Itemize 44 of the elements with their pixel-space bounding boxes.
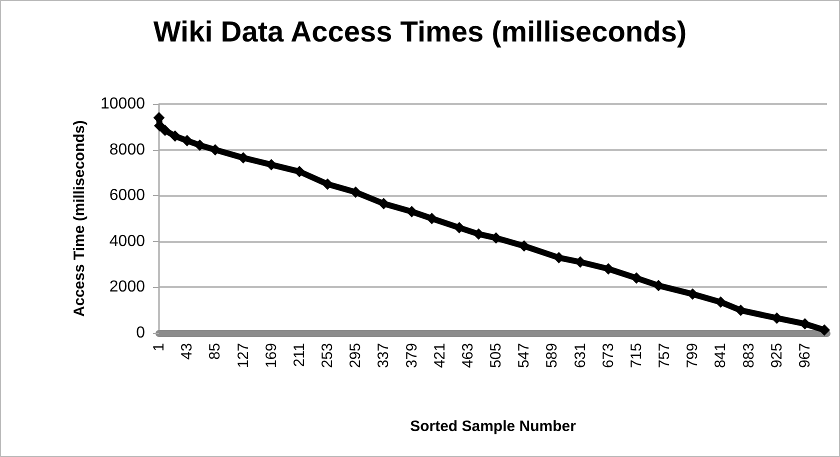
x-tick-label: 169	[262, 343, 280, 368]
x-tick-label: 43	[178, 343, 196, 360]
y-tick-label: 0	[136, 324, 146, 342]
point	[818, 324, 830, 336]
point	[182, 135, 193, 146]
chart-title: Wiki Data Access Times (milliseconds)	[153, 16, 687, 48]
x-tick-label: 673	[600, 343, 617, 368]
point	[715, 296, 726, 308]
x-tick-label: 295	[347, 343, 364, 368]
point	[350, 186, 362, 198]
x-tick-label: 967	[796, 343, 814, 368]
x-tick-label: 337	[375, 343, 392, 368]
point	[160, 124, 171, 136]
point	[194, 140, 206, 151]
x-tick-label: 379	[403, 343, 420, 368]
y-tick-label: 4000	[109, 232, 146, 250]
y-axis-title: Access Time (milliseconds)	[71, 120, 88, 317]
x-tick-label: 589	[544, 343, 561, 368]
y-tick-label: 8000	[109, 141, 146, 158]
point	[378, 198, 390, 210]
x-tick-label: 211	[290, 343, 308, 367]
x-tick-label: 799	[684, 343, 702, 368]
x-tick-label: 925	[768, 343, 786, 368]
y-tick-label: 2000	[109, 278, 146, 296]
point	[454, 222, 465, 234]
y-tick-label: 10000	[100, 96, 146, 112]
point	[170, 130, 181, 142]
x-tick-label: 421	[431, 343, 448, 368]
x-tick-label: 463	[459, 343, 476, 368]
x-tick-label: 547	[516, 343, 533, 368]
x-tick-label: 1	[150, 343, 168, 352]
x-tick-label: 85	[206, 343, 224, 360]
y-tick-label: 6000	[109, 187, 146, 204]
x-tick-label: 757	[656, 343, 674, 368]
x-axis-title: Sorted Sample Number	[410, 418, 576, 435]
x-tick-label: 253	[319, 343, 336, 368]
point	[630, 272, 642, 284]
x-tick-label: 127	[234, 343, 252, 368]
point	[426, 213, 438, 224]
x-tick-label: 715	[628, 343, 645, 368]
x-tick-label: 883	[740, 343, 758, 368]
x-tick-label: 841	[712, 343, 730, 368]
x-tick-label: 505	[488, 343, 505, 368]
x-tick-label: 631	[572, 343, 589, 368]
